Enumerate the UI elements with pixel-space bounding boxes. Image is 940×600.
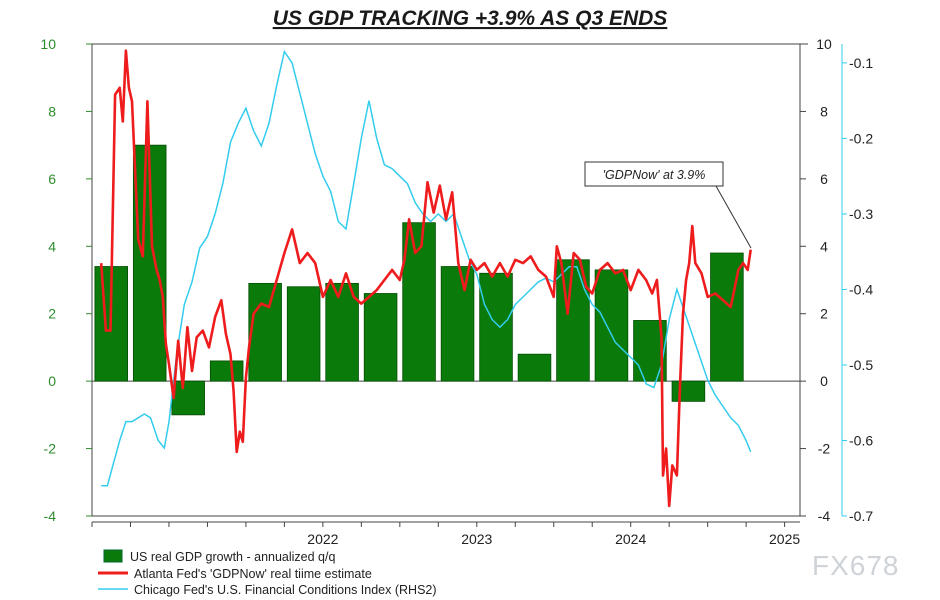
rhs2-tick-label: -0.1 <box>849 55 873 71</box>
right-tick-label: 2 <box>820 306 828 322</box>
left-tick-label: 4 <box>48 238 56 254</box>
annotation-box <box>584 161 724 187</box>
left-axis: -4 -2 0 2 4 6 8 10 <box>40 36 92 524</box>
gdp-bar-13 <box>594 269 629 382</box>
rhs2-axis: -0.1 -0.2 -0.3 -0.4 -0.5 -0.6 -0.7 <box>841 44 873 524</box>
gdp-bar-8 <box>402 222 436 382</box>
gdp-bar-10 <box>479 272 513 382</box>
plot-frame <box>91 43 801 517</box>
rhs2-tick-label: -0.4 <box>849 281 873 297</box>
left-tick-label: 6 <box>48 171 56 187</box>
right-axis: -4 -2 0 2 4 6 8 10 <box>800 36 832 524</box>
x-tick-label-2022: 2022 <box>307 531 338 547</box>
annotation-text: 'GDPNow' at 3.9% <box>603 168 706 182</box>
right-tick-label: 0 <box>820 373 828 389</box>
line-series <box>99 49 752 508</box>
gdp-bar-2 <box>171 380 205 416</box>
left-tick-label: 0 <box>48 373 56 389</box>
right-tick-label: 6 <box>820 171 828 187</box>
chart-title: US GDP TRACKING +3.9% AS Q3 ENDS <box>273 7 668 30</box>
right-tick-label: 4 <box>820 238 828 254</box>
gdp-bar-9 <box>440 266 475 382</box>
left-tick-label: 8 <box>48 103 56 119</box>
annotation-leader <box>715 185 752 249</box>
rhs2-tick-label: -0.7 <box>849 508 873 524</box>
gdp-bar-3 <box>209 360 244 382</box>
gdp-bar-15 <box>671 380 706 402</box>
legend-swatch-gdp <box>103 549 123 563</box>
gdp-bar-5 <box>286 286 321 382</box>
right-tick-label: 10 <box>816 36 832 52</box>
left-tick-label: -2 <box>44 441 57 457</box>
gdp-bars <box>94 144 744 416</box>
right-tick-label: -2 <box>818 441 831 457</box>
gdp-bar-7 <box>363 293 398 382</box>
legend-label-gdp: US real GDP growth - annualized q/q <box>130 550 335 564</box>
gdpnow-line <box>99 49 752 508</box>
legend-label-gdpnow: Atlanta Fed's 'GDPNow' real tiime estima… <box>134 567 372 581</box>
x-tick-label-2024: 2024 <box>615 531 646 547</box>
left-tick-label: -4 <box>44 508 57 524</box>
watermark-logo: FX678 <box>812 550 900 581</box>
rhs2-tick-label: -0.3 <box>849 206 873 222</box>
gdp-bar-6 <box>325 282 359 382</box>
annotation: 'GDPNow' at 3.9% <box>584 161 752 249</box>
gdp-bar-11 <box>517 353 552 382</box>
gdp-bar-12 <box>556 259 590 382</box>
rhs2-tick-label: -0.2 <box>849 130 873 146</box>
right-tick-label: -4 <box>818 508 831 524</box>
left-tick-label: 10 <box>40 36 56 52</box>
x-axis: 2022 2023 2024 2025 <box>91 521 800 547</box>
right-tick-label: 8 <box>820 103 828 119</box>
legend-label-nfci: Chicago Fed's U.S. Financial Conditions … <box>134 583 437 597</box>
legend: US real GDP growth - annualized q/q Atla… <box>98 549 437 597</box>
nfci-line <box>101 49 752 487</box>
rhs2-tick-label: -0.6 <box>849 432 873 448</box>
left-tick-label: 2 <box>48 306 56 322</box>
x-tick-label-2025: 2025 <box>769 531 800 547</box>
x-tick-label-2023: 2023 <box>461 531 492 547</box>
gdp-bar-4 <box>248 282 282 382</box>
rhs2-tick-label: -0.5 <box>849 357 873 373</box>
